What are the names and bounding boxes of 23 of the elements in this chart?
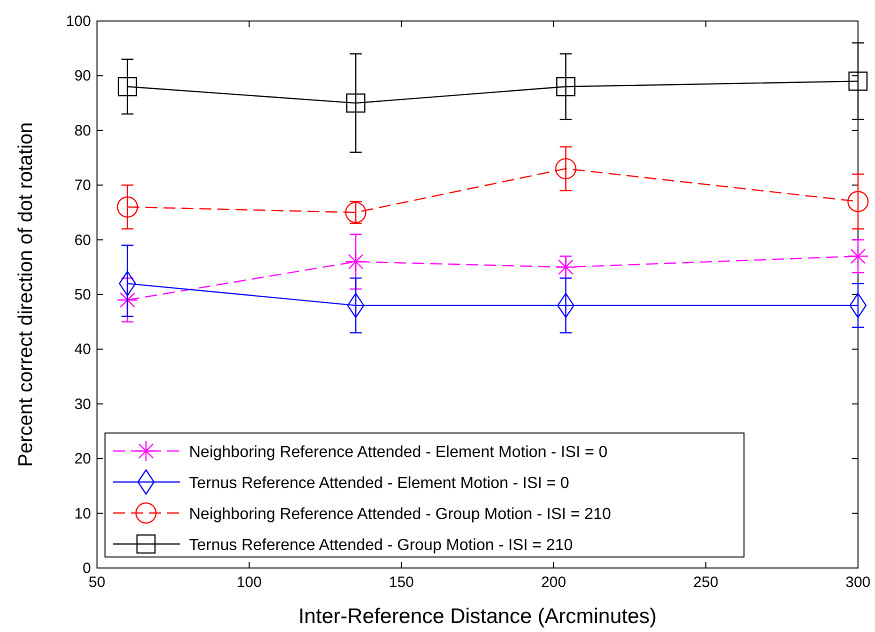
x-tick-label: 200: [541, 574, 566, 591]
y-tick-label: 0: [82, 560, 91, 577]
y-tick-label: 100: [66, 13, 91, 30]
x-tick-label: 100: [236, 574, 262, 591]
legend-label: Neighboring Reference Attended - Group Motion - ISI = 210: [189, 506, 612, 523]
y-tick-label: 70: [74, 177, 91, 194]
y-tick-label: 60: [74, 232, 91, 249]
y-axis-title: Percent correct direction of dot rotation: [15, 122, 37, 467]
y-tick-label: 10: [74, 505, 91, 522]
legend-label: Neighboring Reference Attended - Element Motion - ISI = 0: [189, 444, 608, 461]
x-axis-title: Inter-Reference Distance (Arcminutes): [298, 605, 657, 628]
x-tick-label: 250: [693, 574, 718, 591]
x-tick-label: 300: [845, 574, 871, 591]
x-tick-label: 150: [388, 574, 414, 591]
y-tick-label: 20: [74, 450, 91, 468]
x-tick-label: 50: [88, 574, 106, 591]
y-tick-label: 90: [74, 68, 91, 85]
y-tick-label: 40: [74, 341, 91, 358]
y-tick-label: 50: [74, 286, 91, 304]
legend-label: Ternus Reference Attended - Element Motion - ISI = 0: [189, 475, 570, 492]
y-tick-label: 30: [74, 396, 91, 413]
legend-label: Ternus Reference Attended - Group Motion - ISI = 210: [189, 537, 573, 554]
y-tick-label: 80: [74, 122, 91, 140]
